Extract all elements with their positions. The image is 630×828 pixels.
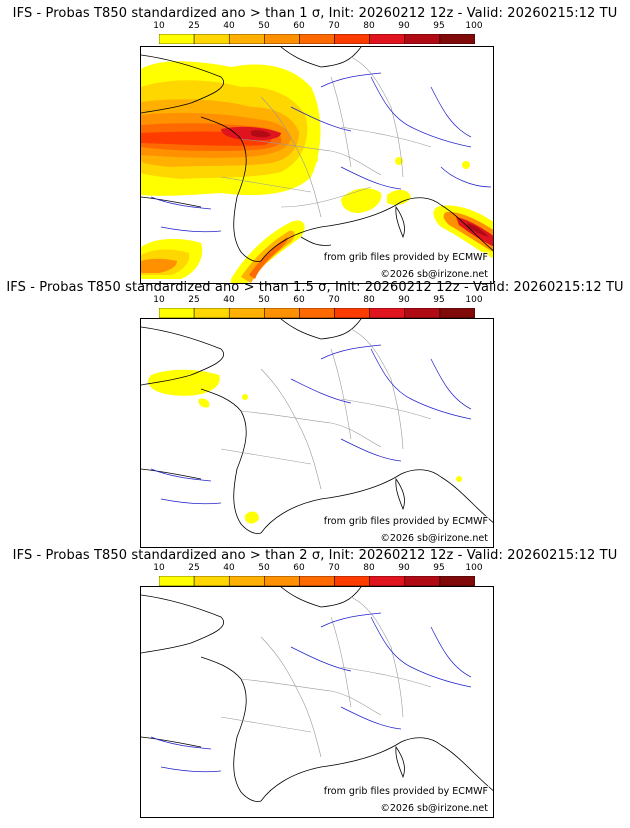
colorbar-tick: 25: [188, 21, 200, 31]
colorbar-labels: 10 25 40 50 60 70 80 90 95 100: [139, 563, 495, 575]
colorbar-tick: 80: [363, 295, 375, 305]
colorbar-swatch: [193, 308, 230, 318]
colorbar-tick: 40: [223, 21, 235, 31]
colorbar-swatch: [404, 34, 441, 44]
colorbar-swatch: [193, 576, 230, 586]
credit-copyright: ©2026 sb@irizone.net: [379, 803, 489, 814]
colorbar-tick: 60: [293, 563, 305, 573]
borders: [220, 596, 432, 758]
colorbar-swatch: [299, 576, 335, 586]
colorbar-tick: 60: [293, 295, 305, 305]
colorbar-swatch: [264, 34, 300, 44]
colorbar-tick: 40: [223, 563, 235, 573]
panel-title: IFS - Probas T850 standardized ano > tha…: [6, 280, 624, 295]
panel-2-sigma: IFS - Probas T850 standardized ano > tha…: [0, 548, 630, 820]
colorbar-tick: 70: [328, 563, 340, 573]
map-canvas: [141, 47, 493, 283]
panel-1-sigma: IFS - Probas T850 standardized ano > tha…: [0, 6, 630, 284]
colorbar-labels: 10 25 40 50 60 70 80 90 95 100: [139, 21, 495, 33]
map-canvas: [141, 587, 493, 802]
probability-field: [148, 369, 462, 524]
coastline: [141, 47, 493, 262]
colorbar-tick: 40: [223, 295, 235, 305]
colorbar: [159, 576, 475, 586]
rivers: [150, 72, 492, 233]
colorbar-swatch: [404, 576, 441, 586]
colorbar-swatch: [439, 576, 475, 586]
panel-title: IFS - Probas T850 standardized ano > tha…: [12, 548, 618, 563]
colorbar-tick: 25: [188, 563, 200, 573]
colorbar-tick: 95: [433, 563, 445, 573]
map-canvas: [141, 319, 493, 534]
colorbar-swatch: [334, 34, 370, 44]
colorbar-swatch: [369, 576, 406, 586]
probability-map: from grib files provided by ECMWF ©2026 …: [140, 318, 494, 548]
colorbar-swatch: [159, 576, 195, 586]
colorbar-tick: 80: [363, 21, 375, 31]
colorbar-swatch: [404, 308, 441, 318]
colorbar-tick: 100: [465, 563, 483, 573]
credit-source: from grib files provided by ECMWF: [322, 252, 489, 263]
borders: [220, 56, 432, 218]
colorbar-swatch: [193, 34, 230, 44]
colorbar-swatch: [334, 308, 370, 318]
colorbar-tick: 100: [465, 295, 483, 305]
colorbar-tick: 70: [328, 21, 340, 31]
credit-copyright: ©2026 sb@irizone.net: [379, 533, 489, 544]
colorbar-swatch: [228, 34, 265, 44]
colorbar-tick: 95: [433, 21, 445, 31]
colorbar-tick: 95: [433, 295, 445, 305]
colorbar-tick: 50: [258, 21, 270, 31]
colorbar-tick: 80: [363, 563, 375, 573]
credit-copyright: ©2026 sb@irizone.net: [379, 269, 489, 280]
panel-1-5-sigma: IFS - Probas T850 standardized ano > tha…: [0, 280, 630, 548]
colorbar-swatch: [439, 308, 475, 318]
colorbar-tick: 90: [398, 563, 410, 573]
colorbar-tick: 10: [153, 295, 165, 305]
coastline: [141, 319, 493, 534]
colorbar-swatch: [159, 308, 195, 318]
colorbar-tick: 10: [153, 563, 165, 573]
colorbar: [159, 34, 475, 44]
probability-map: from grib files provided by ECMWF ©2026 …: [140, 46, 494, 284]
colorbar-swatch: [299, 308, 335, 318]
colorbar-tick: 70: [328, 295, 340, 305]
panel-title: IFS - Probas T850 standardized ano > tha…: [12, 6, 618, 21]
colorbar-tick: 50: [258, 563, 270, 573]
colorbar: [159, 308, 475, 318]
probability-field: [141, 61, 493, 283]
colorbar-tick: 90: [398, 295, 410, 305]
colorbar-tick: 100: [465, 21, 483, 31]
probability-map: from grib files provided by ECMWF ©2026 …: [140, 586, 494, 818]
rivers: [150, 344, 472, 505]
colorbar-swatch: [299, 34, 335, 44]
colorbar-tick: 90: [398, 21, 410, 31]
coastline: [141, 587, 493, 802]
colorbar-swatch: [228, 308, 265, 318]
colorbar-tick: 50: [258, 295, 270, 305]
rivers: [150, 612, 472, 773]
credit-source: from grib files provided by ECMWF: [322, 786, 489, 797]
colorbar-tick: 25: [188, 295, 200, 305]
credit-source: from grib files provided by ECMWF: [322, 516, 489, 527]
colorbar-swatch: [439, 34, 475, 44]
colorbar-swatch: [264, 576, 300, 586]
colorbar-swatch: [369, 308, 406, 318]
colorbar-swatch: [334, 576, 370, 586]
colorbar-swatch: [159, 34, 195, 44]
colorbar-tick: 10: [153, 21, 165, 31]
colorbar-swatch: [264, 308, 300, 318]
colorbar-swatch: [228, 576, 265, 586]
colorbar-swatch: [369, 34, 406, 44]
borders: [220, 328, 432, 490]
colorbar-labels: 10 25 40 50 60 70 80 90 95 100: [139, 295, 495, 307]
colorbar-tick: 60: [293, 21, 305, 31]
